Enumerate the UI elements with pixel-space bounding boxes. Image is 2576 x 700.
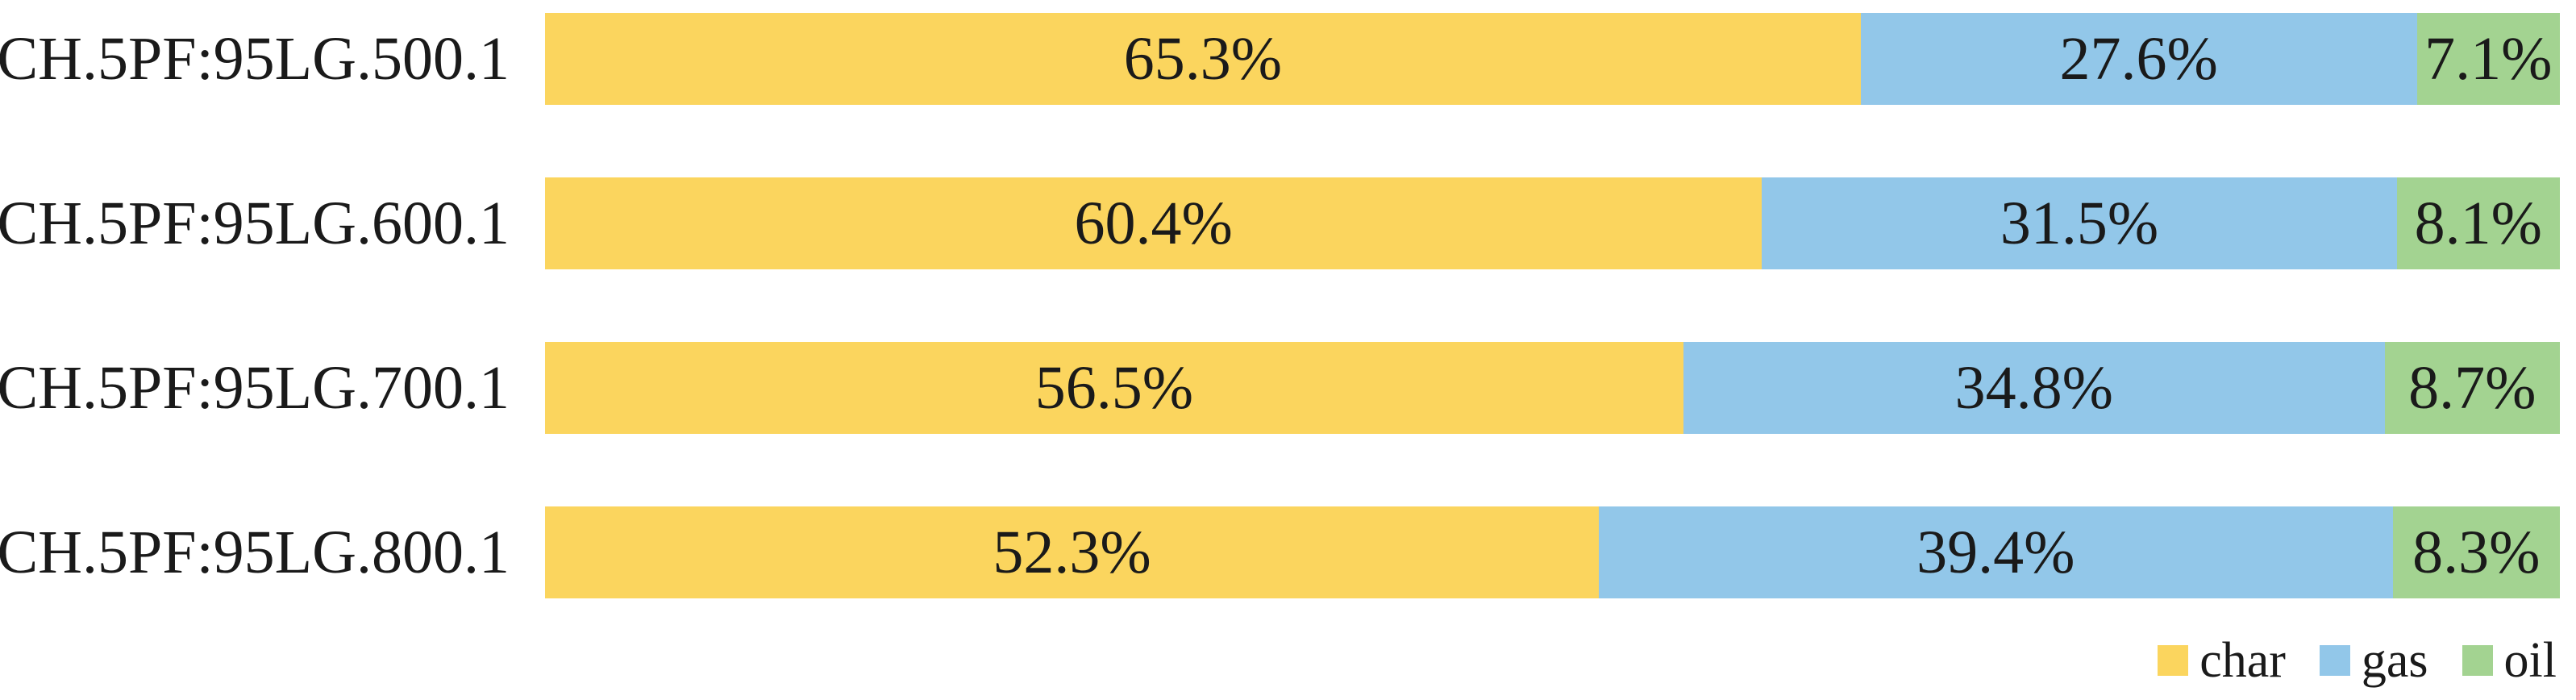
chart-legend: char gas oil [2158, 632, 2557, 690]
chart-row: CH.5PF:95LG.600.1 60.4% 31.5% 8.1% [0, 177, 2576, 269]
segment-value-label: 27.6% [2059, 24, 2218, 93]
stacked-bar: 60.4% 31.5% 8.1% [545, 177, 2560, 269]
segment-gas: 39.4% [1598, 506, 2393, 598]
segment-value-label: 56.5% [1034, 353, 1194, 422]
segment-value-label: 31.5% [2000, 189, 2159, 257]
segment-gas: 34.8% [1683, 342, 2385, 434]
category-label: CH.5PF:95LG.500.1 [0, 24, 510, 93]
legend-swatch-oil-icon [2462, 645, 2493, 676]
segment-value-label: 8.7% [2408, 353, 2536, 422]
legend-label: char [2199, 632, 2286, 688]
segment-value-label: 39.4% [1916, 518, 2075, 586]
chart-row: CH.5PF:95LG.500.1 65.3% 27.6% 7.1% [0, 13, 2576, 105]
segment-oil: 7.1% [2416, 13, 2560, 105]
segment-gas: 31.5% [1762, 177, 2397, 269]
stacked-bar: 52.3% 39.4% 8.3% [545, 506, 2560, 598]
category-label: CH.5PF:95LG.600.1 [0, 189, 510, 257]
segment-oil: 8.7% [2384, 342, 2560, 434]
segment-value-label: 52.3% [993, 518, 1151, 586]
legend-label: gas [2361, 632, 2428, 688]
segment-value-label: 8.3% [2412, 518, 2541, 586]
legend-entry-char: char [2158, 632, 2286, 690]
legend-entry-gas: gas [2319, 632, 2428, 690]
segment-char: 52.3% [545, 506, 1599, 598]
category-label: CH.5PF:95LG.800.1 [0, 518, 510, 586]
legend-swatch-char-icon [2158, 645, 2189, 676]
segment-char: 65.3% [545, 13, 1861, 105]
chart-row: CH.5PF:95LG.700.1 56.5% 34.8% 8.7% [0, 342, 2576, 434]
segment-oil: 8.1% [2396, 177, 2560, 269]
segment-gas: 27.6% [1860, 13, 2417, 105]
legend-label: oil [2503, 632, 2557, 688]
legend-entry-oil: oil [2462, 632, 2557, 690]
category-label: CH.5PF:95LG.700.1 [0, 353, 510, 422]
segment-value-label: 8.1% [2414, 189, 2542, 257]
segment-value-label: 34.8% [1954, 353, 2113, 422]
segment-value-label: 65.3% [1123, 24, 1283, 93]
segment-char: 60.4% [545, 177, 1762, 269]
segment-value-label: 7.1% [2424, 24, 2553, 93]
stacked-bar: 65.3% 27.6% 7.1% [545, 13, 2560, 105]
stacked-bar: 56.5% 34.8% 8.7% [545, 342, 2560, 434]
segment-oil: 8.3% [2392, 506, 2560, 598]
segment-value-label: 60.4% [1074, 189, 1233, 257]
segment-char: 56.5% [545, 342, 1683, 434]
legend-swatch-gas-icon [2319, 645, 2350, 676]
chart-row: CH.5PF:95LG.800.1 52.3% 39.4% 8.3% [0, 506, 2576, 598]
